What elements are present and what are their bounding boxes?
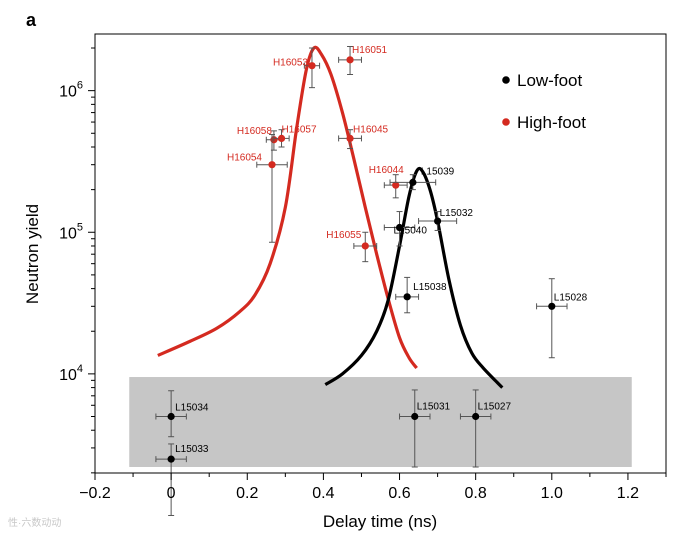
y-tick-label: 104 (59, 363, 83, 384)
point-label: L15027 (478, 402, 512, 413)
x-tick-label: 0.8 (465, 485, 487, 502)
point-label: H16053 (273, 58, 308, 69)
legend-item-low-foot: Low-foot (502, 71, 582, 90)
x-tick-label: −0.2 (79, 485, 111, 502)
low-foot-point-L15028: L15028 (536, 278, 588, 359)
point-label: L15033 (175, 444, 209, 455)
y-tick-label: 106 (59, 80, 83, 101)
data-point-marker (308, 62, 316, 70)
low-foot-fit-curve (324, 166, 504, 389)
x-tick-label: 1.2 (617, 485, 639, 502)
point-label: L15034 (175, 403, 209, 414)
low-foot-point-L15027: L15027 (459, 389, 512, 468)
legend-label: High-foot (517, 113, 586, 132)
low-foot-point-L15032: L15032 (418, 208, 474, 231)
data-point-marker (472, 412, 480, 421)
plot-frame (94, 33, 667, 474)
point-label: L15040 (394, 226, 428, 237)
high-foot-point-H16053: H16053 (273, 47, 321, 89)
point-label: H16051 (352, 45, 387, 56)
high-foot-point-H16045: H16045 (338, 124, 389, 150)
data-point-marker (268, 161, 276, 169)
point-label: L15031 (417, 402, 451, 413)
point-label: H16054 (227, 153, 262, 164)
point-label: L15039 (421, 166, 455, 177)
data-point-marker (395, 223, 404, 232)
low-foot-point-L15040: L15040 (383, 211, 428, 247)
point-label: H16044 (369, 165, 404, 176)
data-point-marker (392, 181, 400, 189)
legend-marker (502, 118, 510, 126)
point-label: H16055 (326, 230, 361, 241)
data-point-marker (346, 134, 354, 143)
data-point-marker (167, 455, 175, 463)
y-axis-label: Neutron yield (23, 204, 42, 304)
high-foot-point-H16054: H16054 (227, 134, 288, 243)
data-point-marker (277, 134, 286, 143)
x-tick-label: 0.4 (312, 485, 334, 502)
legend-label: Low-foot (517, 71, 582, 90)
x-tick-label: 0.6 (388, 485, 410, 502)
high-foot-fit-curve (157, 45, 418, 369)
point-label: L15028 (554, 292, 588, 303)
x-tick-label: 0 (167, 485, 176, 502)
x-axis-label: Delay time (ns) (323, 512, 437, 531)
y-tick-label: 105 (59, 221, 83, 242)
high-foot-point-H16051: H16051 (338, 45, 388, 76)
data-point-marker (434, 217, 442, 225)
legend-marker (502, 76, 510, 84)
point-label: L15038 (413, 282, 447, 293)
data-point-marker (409, 178, 417, 186)
high-foot-point-H16057: H16057 (273, 124, 317, 148)
data-point-marker (548, 302, 556, 310)
low-foot-point-L15039: L15039 (389, 166, 455, 191)
data-point-marker (403, 293, 411, 301)
low-foot-point-L15034: L15034 (155, 390, 209, 438)
low-foot-point-L15038: L15038 (395, 276, 447, 314)
legend-item-high-foot: High-foot (502, 113, 586, 132)
data-point-marker (167, 412, 175, 421)
point-label: H16045 (353, 124, 388, 135)
data-point-marker (411, 412, 419, 421)
panel-label: a (26, 10, 37, 30)
low-foot-point-L15031: L15031 (399, 389, 451, 468)
high-foot-point-H16044: H16044 (369, 165, 408, 199)
high-foot-point-H16055: H16055 (326, 230, 378, 263)
x-tick-label: 0.2 (236, 485, 258, 502)
data-point-marker (346, 56, 354, 64)
point-label: H16057 (282, 124, 317, 135)
point-label: L15032 (440, 208, 474, 219)
x-tick-label: 1.0 (541, 485, 563, 502)
noise-band (129, 377, 632, 467)
watermark: 性·六数动动 (8, 516, 61, 529)
data-point-marker (361, 242, 369, 250)
point-label: H16058 (237, 126, 272, 137)
